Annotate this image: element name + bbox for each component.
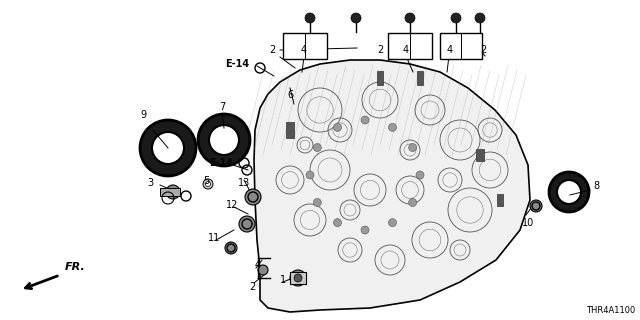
Polygon shape: [198, 114, 250, 166]
Text: 13: 13: [238, 178, 250, 188]
Text: E-14: E-14: [209, 158, 233, 168]
Bar: [440, 33, 482, 59]
Text: 2: 2: [377, 45, 383, 55]
Text: 7: 7: [219, 102, 225, 112]
Bar: [286, 122, 294, 138]
Bar: [497, 194, 503, 206]
Circle shape: [258, 265, 268, 275]
Text: 11: 11: [208, 233, 220, 243]
Bar: [283, 33, 327, 59]
Circle shape: [203, 179, 213, 189]
Circle shape: [388, 219, 397, 227]
Bar: [417, 71, 423, 85]
Polygon shape: [140, 120, 196, 176]
Circle shape: [388, 124, 397, 132]
Circle shape: [166, 185, 180, 199]
Text: 10: 10: [522, 218, 534, 228]
Text: 9: 9: [140, 110, 146, 120]
Circle shape: [314, 198, 321, 206]
Bar: [388, 33, 432, 59]
Bar: [476, 149, 484, 161]
Circle shape: [405, 13, 415, 23]
Circle shape: [416, 171, 424, 179]
Text: 4: 4: [447, 45, 453, 55]
Circle shape: [475, 13, 485, 23]
Circle shape: [361, 226, 369, 234]
Bar: [377, 71, 383, 85]
Circle shape: [225, 242, 237, 254]
Polygon shape: [254, 60, 530, 312]
Circle shape: [451, 13, 461, 23]
Circle shape: [351, 13, 361, 23]
Circle shape: [154, 134, 182, 162]
Text: THR4A1100: THR4A1100: [586, 306, 635, 315]
Circle shape: [408, 198, 417, 206]
Bar: [160, 188, 180, 196]
Circle shape: [306, 171, 314, 179]
Circle shape: [361, 116, 369, 124]
Circle shape: [408, 143, 417, 151]
Circle shape: [314, 143, 321, 151]
Text: 2: 2: [269, 45, 276, 55]
Text: E-14: E-14: [225, 59, 249, 69]
Text: FR.: FR.: [65, 262, 86, 272]
Text: 4: 4: [255, 260, 261, 270]
Circle shape: [290, 270, 306, 286]
Text: 8: 8: [593, 181, 599, 191]
Text: 5: 5: [203, 176, 209, 186]
Text: 12: 12: [226, 200, 238, 210]
Bar: [290, 272, 306, 284]
Circle shape: [294, 274, 302, 282]
Circle shape: [559, 182, 579, 202]
Text: 2: 2: [249, 282, 255, 292]
Circle shape: [245, 189, 261, 205]
Polygon shape: [549, 172, 589, 212]
Text: 3: 3: [147, 178, 153, 188]
Circle shape: [211, 127, 237, 153]
Circle shape: [333, 219, 342, 227]
Circle shape: [239, 216, 255, 232]
Circle shape: [333, 124, 342, 132]
Text: 2: 2: [480, 45, 486, 55]
Circle shape: [305, 13, 315, 23]
Text: 6: 6: [287, 90, 293, 100]
Text: 1: 1: [280, 275, 286, 285]
Circle shape: [530, 200, 542, 212]
Text: 4: 4: [301, 45, 307, 55]
Text: 4: 4: [403, 45, 409, 55]
Circle shape: [205, 181, 211, 187]
